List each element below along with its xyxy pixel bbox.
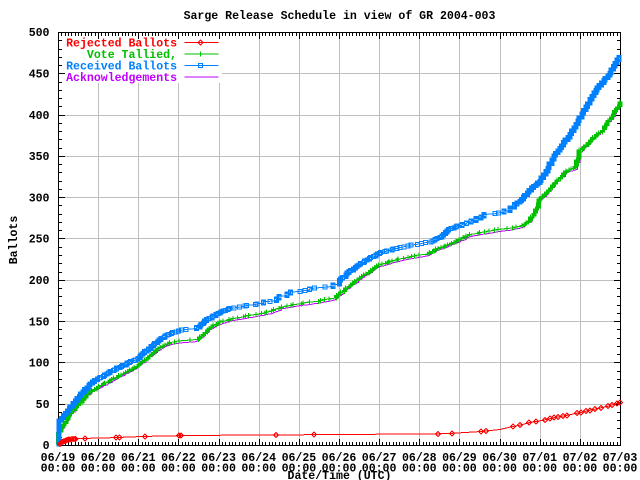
svg-text:00:00: 00:00	[322, 463, 357, 476]
svg-text:150: 150	[29, 316, 50, 329]
svg-text:500: 500	[29, 27, 50, 40]
svg-text:Acknowledgements: Acknowledgements	[66, 72, 177, 85]
svg-text:00:00: 00:00	[201, 463, 236, 476]
svg-text:00:00: 00:00	[563, 463, 598, 476]
svg-text:07/01: 07/01	[522, 452, 557, 465]
svg-text:06/24: 06/24	[241, 452, 276, 465]
svg-text:00:00: 00:00	[41, 463, 76, 476]
svg-text:00:00: 00:00	[81, 463, 116, 476]
svg-text:50: 50	[36, 399, 50, 412]
svg-text:100: 100	[29, 358, 50, 371]
svg-text:06/27: 06/27	[362, 452, 397, 465]
svg-text:Rejected Ballots: Rejected Ballots	[66, 38, 177, 51]
svg-text:Vote Tallied,: Vote Tallied,	[87, 49, 177, 62]
svg-text:Date/Time (UTC): Date/Time (UTC)	[288, 470, 392, 480]
svg-text:200: 200	[29, 275, 50, 288]
svg-text:06/23: 06/23	[201, 452, 236, 465]
svg-text:Received Ballots: Received Ballots	[66, 61, 177, 74]
svg-text:06/22: 06/22	[161, 452, 196, 465]
svg-text:00:00: 00:00	[161, 463, 196, 476]
svg-text:Sarge Release Schedule in view: Sarge Release Schedule in view of GR 200…	[184, 10, 496, 23]
svg-text:00:00: 00:00	[121, 463, 156, 476]
svg-text:00:00: 00:00	[522, 463, 557, 476]
svg-text:250: 250	[29, 234, 50, 247]
svg-text:06/20: 06/20	[81, 452, 116, 465]
svg-text:00:00: 00:00	[402, 463, 437, 476]
svg-text:00:00: 00:00	[442, 463, 477, 476]
svg-text:350: 350	[29, 151, 50, 164]
svg-text:00:00: 00:00	[362, 463, 397, 476]
svg-text:450: 450	[29, 69, 50, 82]
svg-text:400: 400	[29, 110, 50, 123]
svg-text:06/25: 06/25	[282, 452, 317, 465]
svg-text:06/26: 06/26	[322, 452, 357, 465]
svg-text:00:00: 00:00	[282, 463, 317, 476]
svg-text:06/21: 06/21	[121, 452, 156, 465]
svg-text:06/29: 06/29	[442, 452, 477, 465]
svg-text:07/02: 07/02	[563, 452, 598, 465]
svg-text:00:00: 00:00	[241, 463, 276, 476]
svg-text:00:00: 00:00	[482, 463, 517, 476]
svg-text:00:00: 00:00	[603, 463, 638, 476]
svg-text:07/03: 07/03	[603, 452, 638, 465]
svg-text:Ballots: Ballots	[8, 216, 21, 265]
svg-text:0: 0	[43, 440, 50, 453]
svg-text:06/19: 06/19	[41, 452, 76, 465]
svg-text:300: 300	[29, 192, 50, 205]
svg-text:06/30: 06/30	[482, 452, 517, 465]
svg-text:06/28: 06/28	[402, 452, 437, 465]
